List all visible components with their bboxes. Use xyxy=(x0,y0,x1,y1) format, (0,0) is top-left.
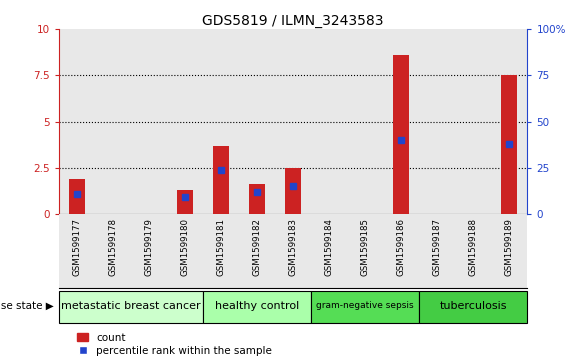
Bar xyxy=(59,214,95,288)
Bar xyxy=(203,214,239,288)
Bar xyxy=(347,29,383,214)
Bar xyxy=(311,214,347,288)
Bar xyxy=(131,29,167,214)
Text: disease state ▶: disease state ▶ xyxy=(0,301,54,311)
Text: GSM1599183: GSM1599183 xyxy=(288,218,298,276)
Bar xyxy=(239,214,275,288)
Text: GSM1599180: GSM1599180 xyxy=(180,218,189,276)
Bar xyxy=(95,214,131,288)
Bar xyxy=(275,214,311,288)
Text: tuberculosis: tuberculosis xyxy=(440,301,507,311)
Text: gram-negative sepsis: gram-negative sepsis xyxy=(316,301,414,310)
Text: GSM1599187: GSM1599187 xyxy=(432,218,442,276)
Bar xyxy=(455,214,491,288)
FancyBboxPatch shape xyxy=(419,291,527,323)
Bar xyxy=(419,214,455,288)
Bar xyxy=(95,29,131,214)
Text: GSM1599186: GSM1599186 xyxy=(397,218,406,276)
Bar xyxy=(69,179,85,214)
FancyBboxPatch shape xyxy=(203,291,311,323)
Text: GSM1599181: GSM1599181 xyxy=(216,218,226,276)
Bar xyxy=(383,214,419,288)
Bar xyxy=(285,168,301,214)
Text: GSM1599179: GSM1599179 xyxy=(144,218,154,276)
Text: GSM1599184: GSM1599184 xyxy=(325,218,333,276)
Bar xyxy=(455,29,491,214)
Bar xyxy=(239,29,275,214)
Bar xyxy=(393,55,409,214)
Bar xyxy=(501,75,517,214)
Bar xyxy=(311,29,347,214)
Bar xyxy=(249,184,265,214)
Bar xyxy=(131,214,167,288)
Bar xyxy=(491,214,527,288)
Bar xyxy=(59,29,95,214)
Bar xyxy=(203,29,239,214)
Title: GDS5819 / ILMN_3243583: GDS5819 / ILMN_3243583 xyxy=(202,14,384,28)
Text: GSM1599182: GSM1599182 xyxy=(253,218,261,276)
Text: GSM1599185: GSM1599185 xyxy=(360,218,370,276)
Text: GSM1599188: GSM1599188 xyxy=(469,218,478,276)
Bar xyxy=(213,146,229,214)
Bar xyxy=(167,214,203,288)
Bar xyxy=(419,29,455,214)
Bar xyxy=(275,29,311,214)
Text: metastatic breast cancer: metastatic breast cancer xyxy=(61,301,200,311)
Bar xyxy=(167,29,203,214)
FancyBboxPatch shape xyxy=(59,291,203,323)
Text: GSM1599177: GSM1599177 xyxy=(72,218,81,276)
Bar xyxy=(177,190,193,214)
Bar xyxy=(383,29,419,214)
Bar xyxy=(491,29,527,214)
Text: GSM1599178: GSM1599178 xyxy=(108,218,117,276)
Text: healthy control: healthy control xyxy=(215,301,299,311)
FancyBboxPatch shape xyxy=(311,291,419,323)
Bar xyxy=(347,214,383,288)
Legend: count, percentile rank within the sample: count, percentile rank within the sample xyxy=(73,329,276,360)
Text: GSM1599189: GSM1599189 xyxy=(505,218,514,276)
